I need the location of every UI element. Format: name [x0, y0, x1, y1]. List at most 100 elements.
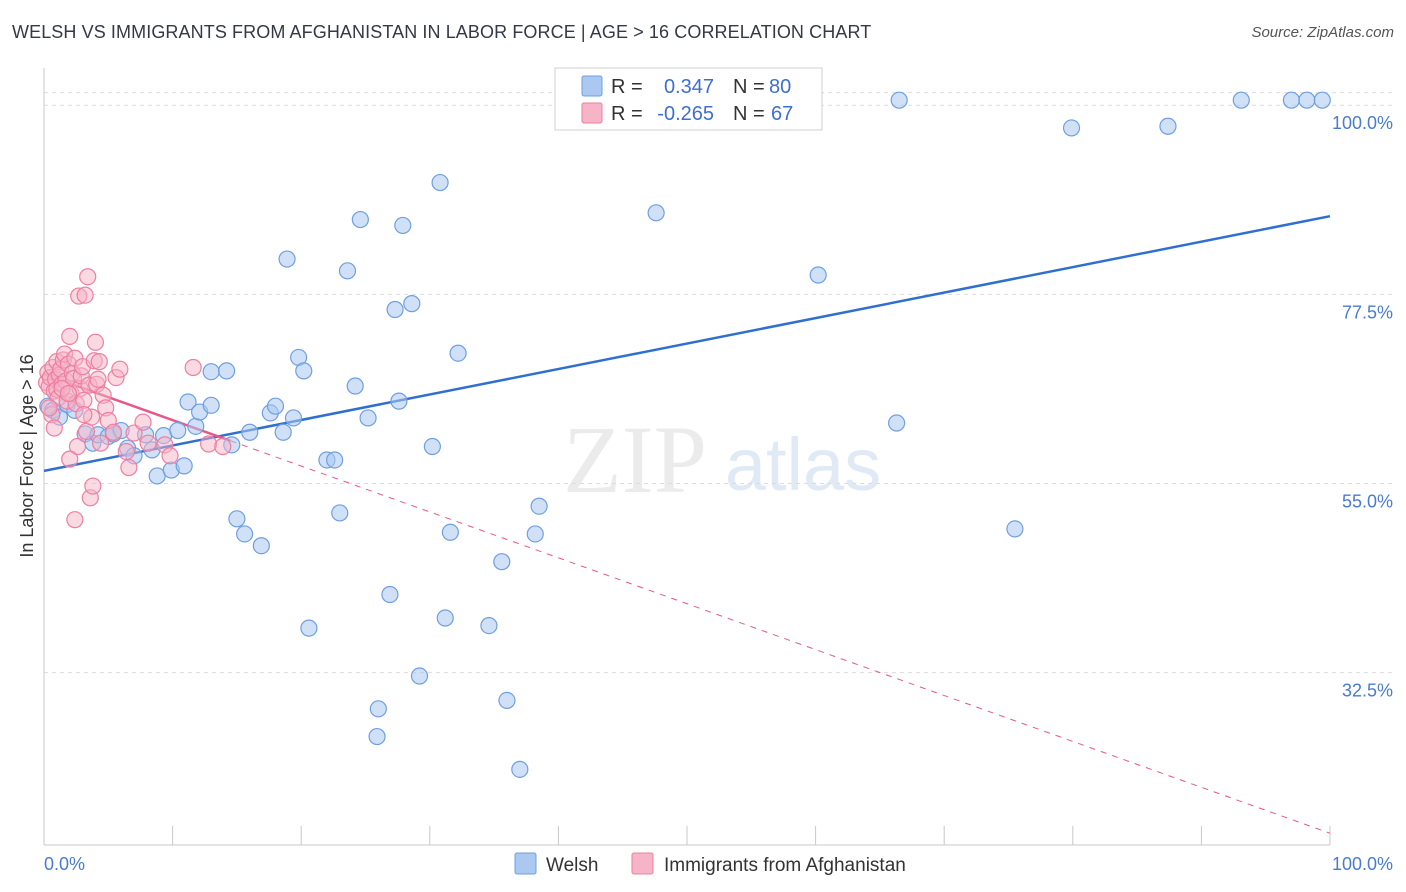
bottom-legend-welsh-label: Welsh: [546, 855, 598, 876]
welsh-point-51: [394, 216, 412, 235]
afghan-point-33: [79, 268, 97, 286]
welsh-point-76: [1232, 91, 1250, 109]
welsh-point-45: [359, 409, 377, 427]
afghan-point-66: [59, 384, 78, 403]
welsh-point-19: [175, 457, 193, 475]
welsh-point-20: [179, 393, 197, 411]
welsh-point-52: [403, 295, 421, 313]
bottom-legend-welsh-swatch: [514, 852, 537, 875]
welsh-point-35: [284, 409, 303, 427]
stats-legend: R = 0.347 N = 80 R = -0.265 N = 67: [554, 67, 823, 131]
afghan-point-42: [90, 353, 108, 371]
welsh-point-27: [228, 510, 246, 528]
bottom-legend-afghan-swatch: [631, 852, 654, 875]
welsh-point-78: [1298, 91, 1316, 109]
legend-afghan-n-value: 67: [771, 103, 793, 125]
watermark: ZIP atlas: [563, 406, 881, 513]
welsh-point-70: [809, 266, 827, 284]
legend-afghan-r-value: -0.265: [657, 103, 714, 125]
welsh-point-23: [202, 396, 220, 414]
welsh-point-46: [368, 727, 386, 746]
welsh-point-50: [390, 392, 408, 410]
welsh-point-28: [236, 525, 254, 543]
series-legend: Welsh Immigrants from Afghanistan: [514, 852, 906, 876]
bottom-legend-afghan-label: Immigrants from Afghanistan: [664, 855, 906, 876]
legend-welsh-n-value: 80: [769, 76, 791, 98]
welsh-point-53: [410, 667, 429, 685]
legend-afghan-r-label: R =: [611, 103, 643, 125]
welsh-point-57: [441, 523, 459, 541]
welsh-point-72: [890, 91, 908, 109]
welsh-point-40: [326, 451, 344, 469]
afghan-point-51: [120, 458, 138, 477]
welsh-point-32: [266, 397, 285, 415]
welsh-point-29: [241, 423, 259, 441]
welsh-point-74: [1062, 119, 1081, 137]
afghan-point-65: [45, 419, 63, 437]
welsh-point-49: [386, 300, 404, 319]
afghan-point-25: [68, 437, 87, 456]
y-tick-label-2: 77.5%: [1342, 302, 1393, 322]
welsh-point-48: [381, 585, 399, 604]
watermark-atlas: atlas: [725, 423, 881, 506]
y-tick-label-3: 100.0%: [1332, 113, 1393, 133]
afghan-point-63: [66, 511, 84, 529]
afghan-points: [37, 268, 232, 529]
legend-welsh-r-label: R =: [611, 76, 643, 98]
welsh-point-41: [331, 504, 349, 522]
legend-welsh-swatch: [581, 75, 603, 97]
welsh-point-58: [449, 344, 467, 362]
afghan-point-32: [77, 422, 96, 440]
afghan-point-64: [75, 405, 93, 424]
afghan-point-50: [117, 442, 135, 461]
welsh-point-71: [888, 414, 906, 432]
watermark-zip: ZIP: [563, 406, 707, 513]
y-tick-label-0: 32.5%: [1342, 681, 1393, 701]
welsh-point-42: [338, 262, 357, 280]
x-tick-label-max: 100.0%: [1332, 854, 1393, 874]
afghan-point-37: [84, 477, 102, 495]
afghan-point-57: [184, 358, 202, 377]
welsh-point-21: [187, 417, 205, 435]
welsh-point-62: [511, 760, 529, 778]
welsh-point-43: [346, 377, 364, 395]
welsh-point-56: [436, 609, 454, 627]
welsh-point-64: [530, 497, 548, 515]
y-tick-label-1: 55.0%: [1342, 492, 1393, 512]
afghan-trend-extension: [230, 440, 1331, 834]
welsh-point-25: [218, 362, 236, 380]
x-ticks: [43, 826, 1331, 845]
welsh-point-77: [1282, 91, 1301, 109]
legend-afghan-n-label: N =: [733, 103, 765, 125]
afghan-point-19: [61, 327, 79, 346]
welsh-point-54: [423, 437, 441, 456]
welsh-point-55: [431, 173, 449, 192]
welsh-point-75: [1159, 117, 1177, 135]
afghan-point-39: [86, 333, 105, 351]
welsh-point-30: [252, 537, 270, 555]
welsh-point-44: [351, 210, 369, 229]
legend-welsh-r-value: 0.347: [664, 76, 714, 98]
legend-welsh-n-label: N =: [733, 76, 765, 98]
welsh-point-38: [300, 619, 318, 637]
welsh-point-18: [169, 421, 187, 440]
afghan-point-47: [104, 423, 123, 441]
afghan-point-54: [139, 434, 157, 452]
welsh-point-37: [295, 362, 313, 380]
afghan-point-62: [61, 450, 79, 468]
welsh-point-61: [498, 691, 516, 710]
welsh-point-63: [526, 525, 544, 543]
welsh-point-34: [278, 250, 296, 268]
welsh-point-33: [274, 423, 292, 441]
welsh-point-68: [647, 204, 665, 222]
afghan-point-49: [111, 360, 129, 378]
afghan-point-53: [134, 413, 152, 431]
welsh-point-47: [369, 700, 387, 718]
y-axis-title: In Labor Force | Age > 16: [17, 354, 37, 557]
afghan-point-31: [76, 286, 94, 304]
x-tick-label-min: 0.0%: [44, 854, 85, 874]
afghan-point-60: [40, 399, 58, 417]
afghan-point-58: [200, 435, 218, 453]
welsh-point-60: [493, 553, 511, 571]
